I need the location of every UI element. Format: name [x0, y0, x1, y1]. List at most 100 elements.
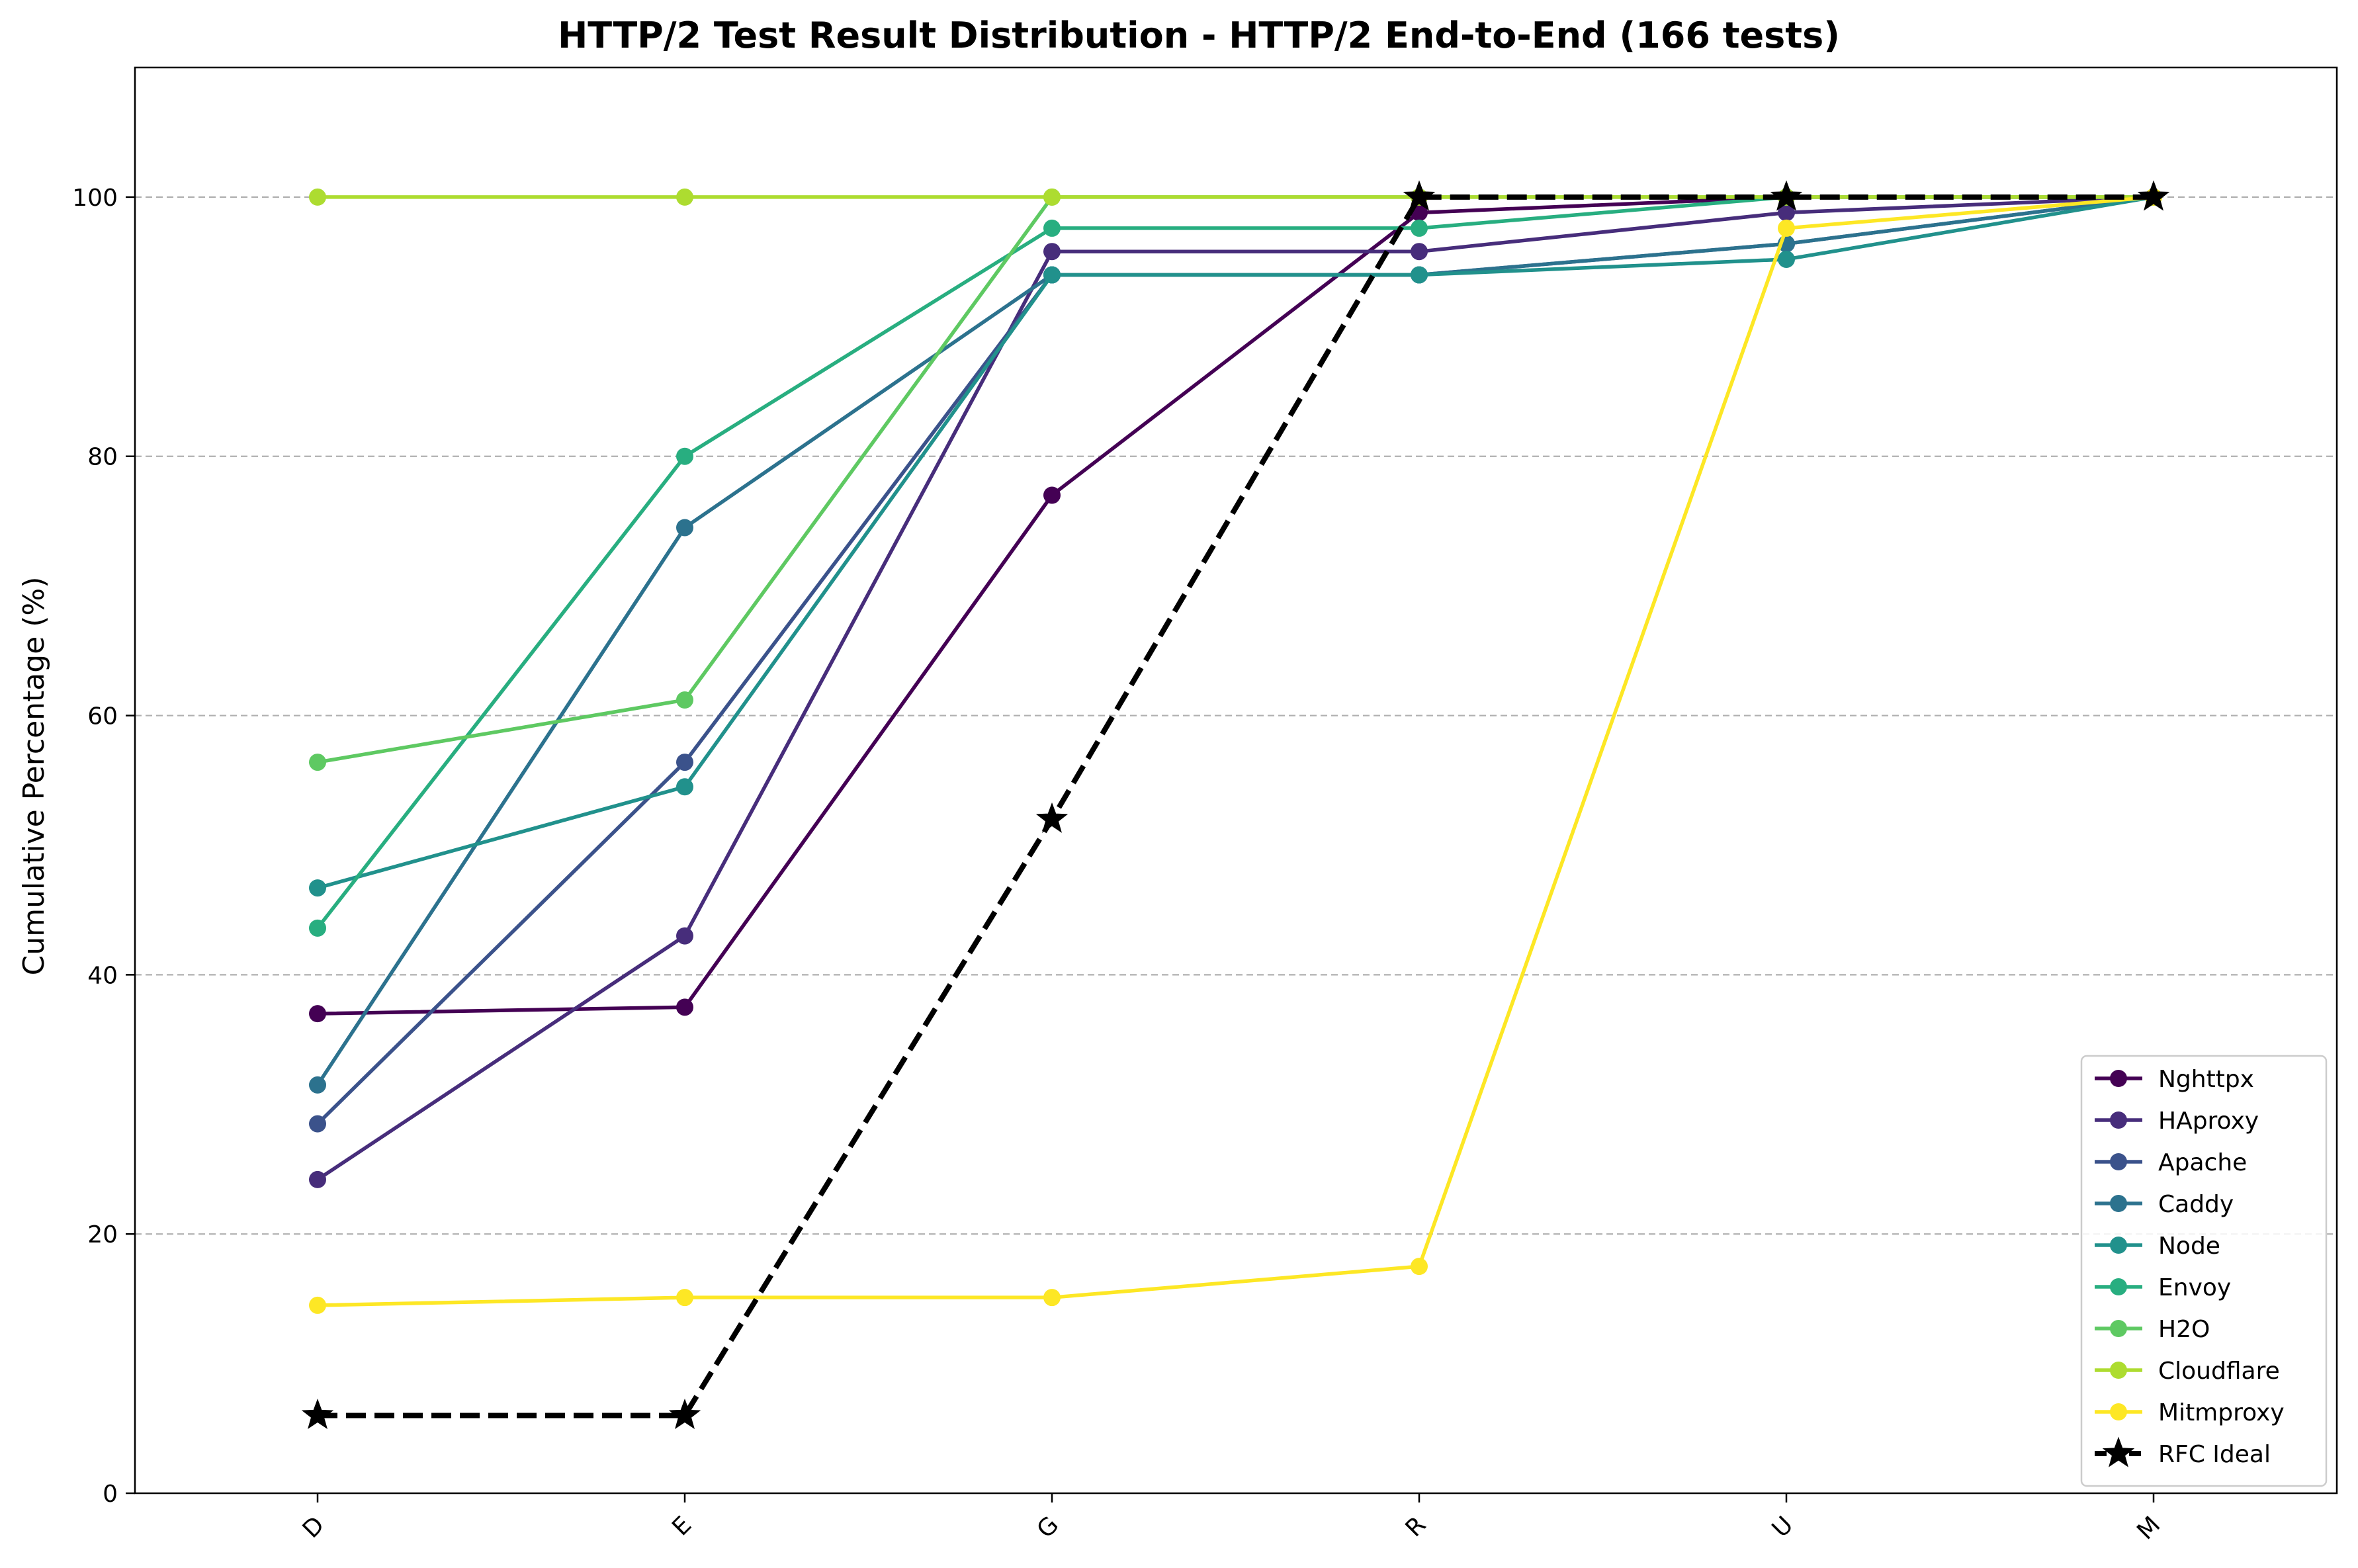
- data-point-nghttpx-d: [309, 1005, 326, 1023]
- data-point-envoy-d: [309, 919, 326, 937]
- series-mitmproxy: [309, 188, 2162, 1314]
- series-line-node: [317, 195, 2154, 890]
- legend-label-node: Node: [2158, 1233, 2220, 1260]
- data-point-node-g: [1043, 266, 1061, 284]
- legend-item-rfc-ideal: RFC Ideal: [2095, 1436, 2271, 1468]
- y-tick-label-100: 100: [72, 185, 118, 212]
- x-tick-label-u: U: [1767, 1511, 1799, 1543]
- y-tick-label-60: 60: [87, 703, 118, 730]
- series-nghttpx: [309, 188, 2162, 1023]
- series-line-h2o: [317, 195, 2154, 764]
- legend-item-cloudflare: Cloudflare: [2095, 1358, 2280, 1385]
- tick-layer: 0 20 40 60 80 100 D E G R U M: [72, 185, 2165, 1545]
- series-apache: [309, 188, 2162, 1133]
- legend-frame: [2080, 1055, 2328, 1487]
- legend-swatch-marker-nghttpx: [2110, 1070, 2127, 1087]
- y-axis-label: Cumulative Percentage (%): [17, 577, 51, 976]
- y-tick-label-0: 0: [103, 1481, 118, 1508]
- legend-item-haproxy: HAproxy: [2095, 1108, 2259, 1135]
- legend-swatch-marker-cloudflare: [2110, 1362, 2127, 1379]
- data-point-cloudflare-g: [1043, 188, 1061, 206]
- data-point-haproxy-u: [1778, 204, 1795, 222]
- data-point-haproxy-e: [676, 927, 693, 945]
- legend-swatch-marker-envoy: [2110, 1278, 2127, 1295]
- data-point-cloudflare-e: [676, 188, 693, 206]
- series-line-haproxy: [316, 195, 2154, 1182]
- x-tick-label-r: R: [1401, 1511, 1432, 1542]
- y-tick-label-40: 40: [87, 962, 118, 989]
- data-point-envoy-g: [1043, 219, 1061, 237]
- series-line-apache: [316, 195, 2154, 1125]
- data-point-mitmproxy-u: [1778, 219, 1795, 237]
- data-point-rfc-ideal-m: [2137, 180, 2170, 211]
- legend-swatch-marker-caddy: [2110, 1195, 2127, 1212]
- legend-label-cloudflare: Cloudflare: [2158, 1358, 2280, 1385]
- series-node: [309, 188, 2162, 897]
- data-point-envoy-e: [676, 447, 693, 465]
- x-tick-label-g: G: [1032, 1511, 1065, 1544]
- data-point-mitmproxy-r: [1411, 1258, 1428, 1276]
- series-line-envoy: [316, 195, 2154, 930]
- data-point-nghttpx-e: [676, 998, 693, 1016]
- data-point-mitmproxy-d: [309, 1296, 326, 1314]
- data-point-node-d: [309, 879, 326, 897]
- legend: Nghttpx HAproxy Apache Caddy Node Envoy H2O Clo…: [2080, 1055, 2328, 1487]
- x-tick-label-m: M: [2132, 1511, 2165, 1545]
- legend-item-node: Node: [2095, 1233, 2220, 1260]
- series-layer: [301, 180, 2170, 1430]
- legend-item-envoy: Envoy: [2095, 1274, 2231, 1301]
- plot-area-frame: [134, 66, 2338, 1495]
- data-point-h2o-d: [309, 754, 326, 771]
- data-point-haproxy-g: [1043, 243, 1061, 261]
- data-point-h2o-e: [676, 691, 693, 709]
- data-point-cloudflare-d: [309, 188, 326, 206]
- series-envoy: [309, 188, 2162, 937]
- series-line-rfc-ideal: [318, 194, 2154, 1418]
- chart-title: HTTP/2 Test Result Distribution - HTTP/2…: [558, 15, 1840, 56]
- data-point-caddy-d: [309, 1076, 326, 1094]
- legend-label-nghttpx: Nghttpx: [2158, 1066, 2254, 1093]
- legend-label-caddy: Caddy: [2158, 1191, 2234, 1218]
- data-point-rfc-ideal-d: [301, 1399, 334, 1430]
- legend-label-envoy: Envoy: [2158, 1274, 2231, 1301]
- series-rfc-ideal: [301, 180, 2170, 1430]
- legend-item-caddy: Caddy: [2095, 1191, 2234, 1218]
- legend-label-apache: Apache: [2158, 1149, 2247, 1176]
- legend-label-h2o: H2O: [2158, 1316, 2210, 1343]
- data-point-mitmproxy-g: [1043, 1289, 1061, 1307]
- legend-label-mitmproxy: Mitmproxy: [2158, 1399, 2285, 1426]
- legend-item-nghttpx: Nghttpx: [2095, 1066, 2254, 1093]
- data-point-haproxy-d: [309, 1170, 326, 1188]
- data-point-mitmproxy-e: [676, 1289, 693, 1307]
- data-point-node-e: [676, 778, 693, 796]
- series-line-caddy: [316, 195, 2154, 1086]
- legend-item-h2o: H2O: [2095, 1316, 2210, 1343]
- series-line-mitmproxy: [317, 195, 2154, 1307]
- legend-swatch-marker-rfc-ideal: [2102, 1436, 2135, 1467]
- data-point-caddy-e: [676, 519, 693, 537]
- data-point-node-r: [1411, 266, 1428, 284]
- legend-swatch-marker-mitmproxy: [2110, 1403, 2127, 1420]
- x-tick-label-e: E: [667, 1511, 697, 1541]
- legend-label-rfc-ideal: RFC Ideal: [2158, 1441, 2271, 1468]
- data-point-apache-e: [676, 754, 693, 771]
- data-point-rfc-ideal-u: [1770, 180, 1803, 211]
- legend-item-apache: Apache: [2095, 1149, 2247, 1176]
- series-line-nghttpx: [317, 195, 2154, 1016]
- x-tick-label-d: D: [298, 1511, 330, 1544]
- legend-label-haproxy: HAproxy: [2158, 1108, 2259, 1135]
- data-point-envoy-r: [1411, 219, 1428, 237]
- data-point-rfc-ideal-g: [1035, 802, 1069, 833]
- data-point-nghttpx-g: [1043, 486, 1061, 504]
- y-tick-label-80: 80: [87, 444, 118, 471]
- data-point-rfc-ideal-e: [668, 1399, 701, 1430]
- legend-swatch-marker-apache: [2110, 1153, 2127, 1170]
- series-haproxy: [309, 188, 2162, 1188]
- legend-swatch-marker-h2o: [2110, 1320, 2127, 1337]
- legend-swatch-marker-haproxy: [2110, 1111, 2127, 1129]
- legend-swatch-marker-node: [2110, 1237, 2127, 1254]
- data-point-node-u: [1778, 250, 1795, 268]
- y-tick-label-20: 20: [87, 1221, 118, 1248]
- data-point-rfc-ideal-r: [1403, 180, 1436, 211]
